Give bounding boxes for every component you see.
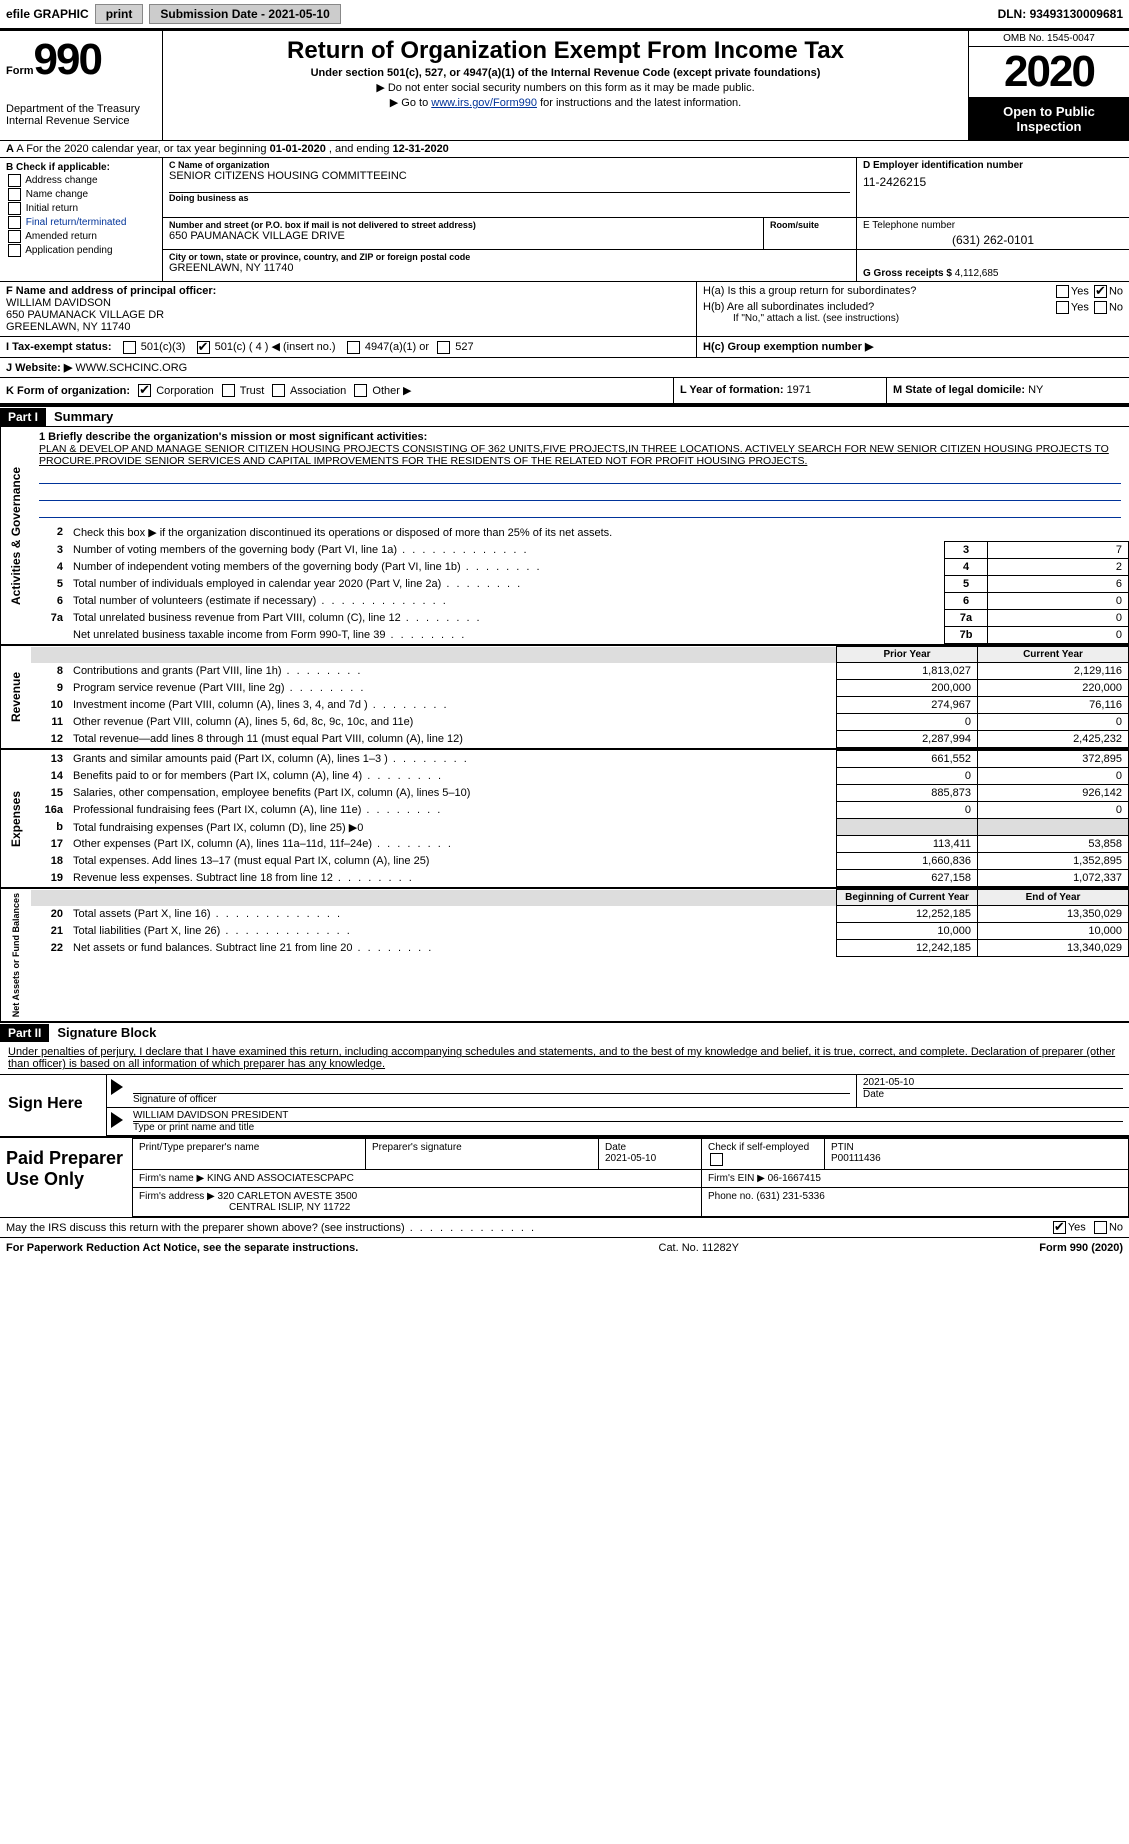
- perjury-declaration: Under penalties of perjury, I declare th…: [0, 1042, 1129, 1074]
- top-toolbar: efile GRAPHIC print Submission Date - 20…: [0, 0, 1129, 28]
- discuss-row: May the IRS discuss this return with the…: [0, 1217, 1129, 1237]
- form-number: Form990: [6, 35, 156, 85]
- group-return: H(a) Is this a group return for subordin…: [696, 282, 1129, 336]
- state-domicile: M State of legal domicile: NY: [886, 378, 1129, 404]
- expenses-table: 13Grants and similar amounts paid (Part …: [31, 750, 1129, 887]
- paid-preparer-label: Paid Preparer Use Only: [0, 1138, 132, 1217]
- omb-no: OMB No. 1545-0047: [969, 31, 1129, 47]
- subtitle-2: ▶ Do not enter social security numbers o…: [167, 81, 964, 94]
- arrow-icon: [111, 1112, 123, 1128]
- row-a-tax-year: A A For the 2020 calendar year, or tax y…: [0, 140, 1129, 157]
- tab-net-assets: Net Assets or Fund Balances: [0, 889, 31, 1021]
- open-to-public: Open to Public Inspection: [969, 98, 1129, 140]
- net-assets-table: Beginning of Current YearEnd of Year 20T…: [31, 889, 1129, 957]
- telephone-cell: E Telephone number (631) 262-0101: [857, 218, 1129, 249]
- sign-here-label: Sign Here: [0, 1075, 107, 1136]
- gross-receipts: G Gross receipts $ 4,112,685: [857, 250, 1129, 281]
- efile-label: efile GRAPHIC: [6, 7, 89, 21]
- subtitle-1: Under section 501(c), 527, or 4947(a)(1)…: [167, 67, 964, 79]
- group-exemption: H(c) Group exemption number ▶: [696, 337, 1129, 357]
- tab-expenses: Expenses: [0, 750, 31, 887]
- tax-year: 2020: [969, 47, 1129, 98]
- principal-officer: F Name and address of principal officer:…: [0, 282, 696, 336]
- city-cell: City or town, state or province, country…: [163, 250, 857, 281]
- print-button[interactable]: print: [95, 4, 144, 24]
- form-title: Return of Organization Exempt From Incom…: [167, 37, 964, 65]
- arrow-icon: [111, 1079, 123, 1095]
- street-cell: Number and street (or P.O. box if mail i…: [163, 218, 857, 249]
- form-of-org: K Form of organization: Corporation Trus…: [0, 378, 673, 404]
- tax-exempt-status: I Tax-exempt status: 501(c)(3) 501(c) ( …: [0, 337, 696, 357]
- submission-date: Submission Date - 2021-05-10: [149, 4, 340, 24]
- part-i-header: Part I Summary: [0, 406, 1129, 426]
- footer: For Paperwork Reduction Act Notice, see …: [0, 1237, 1129, 1258]
- form-header: Form990 Department of the Treasury Inter…: [0, 31, 1129, 140]
- tab-governance: Activities & Governance: [0, 427, 31, 644]
- col-b-checkboxes: B Check if applicable: Address change Na…: [0, 158, 163, 281]
- subtitle-3: ▶ Go to www.irs.gov/Form990 for instruct…: [167, 96, 964, 109]
- part-ii-header: Part II Signature Block: [0, 1022, 1129, 1042]
- website-row: J Website: ▶ WWW.SCHCINC.ORG: [0, 357, 1129, 377]
- preparer-table: Print/Type preparer's name Preparer's si…: [132, 1138, 1129, 1217]
- dln: DLN: 93493130009681: [998, 7, 1123, 21]
- revenue-table: Prior YearCurrent Year 8Contributions an…: [31, 646, 1129, 748]
- org-name-cell: C Name of organization SENIOR CITIZENS H…: [163, 158, 857, 217]
- irs-link[interactable]: www.irs.gov/Form990: [431, 97, 537, 109]
- ein-cell: D Employer identification number 11-2426…: [857, 158, 1129, 217]
- tab-revenue: Revenue: [0, 646, 31, 748]
- mission-block: 1 Briefly describe the organization's mi…: [31, 427, 1129, 524]
- year-formation: L Year of formation: 1971: [673, 378, 886, 404]
- dept-treasury: Department of the Treasury Internal Reve…: [6, 103, 156, 127]
